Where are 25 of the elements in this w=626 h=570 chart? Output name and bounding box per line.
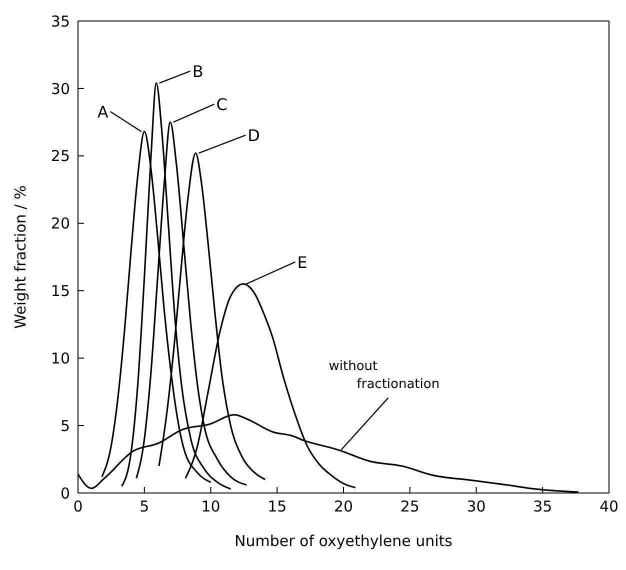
legend-label: B: [192, 62, 204, 82]
y-tick-label: 35: [50, 12, 70, 30]
x-tick-label: 20: [334, 498, 354, 516]
y-tick-label: 0: [60, 484, 70, 502]
x-tick-label: 35: [533, 498, 552, 516]
y-tick-label: 10: [50, 349, 70, 368]
x-tick-label: 0: [73, 498, 83, 516]
x-axis-title: Number of oxyethylene units: [234, 532, 453, 550]
legend-label: D: [248, 126, 260, 146]
y-tick-label: 25: [50, 147, 70, 166]
y-tick-label: 20: [50, 214, 70, 233]
legend-label: C: [216, 95, 228, 114]
x-tick-label: 25: [400, 498, 420, 516]
legend-label: E: [297, 252, 308, 272]
x-tick-label: 10: [201, 498, 220, 516]
y-tick-label: 30: [50, 80, 70, 98]
y-tick-label: 15: [50, 282, 70, 300]
x-tick-label: 30: [466, 498, 486, 516]
text: A: [97, 102, 108, 122]
text: without fractionation: [328, 358, 440, 392]
x-tick-label: 5: [140, 498, 150, 516]
y-tick-label: 5: [60, 416, 70, 435]
x-tick-label: 15: [268, 498, 287, 516]
y-axis-title: Weight fraction / %: [11, 185, 30, 329]
x-tick-label: 40: [599, 498, 619, 516]
